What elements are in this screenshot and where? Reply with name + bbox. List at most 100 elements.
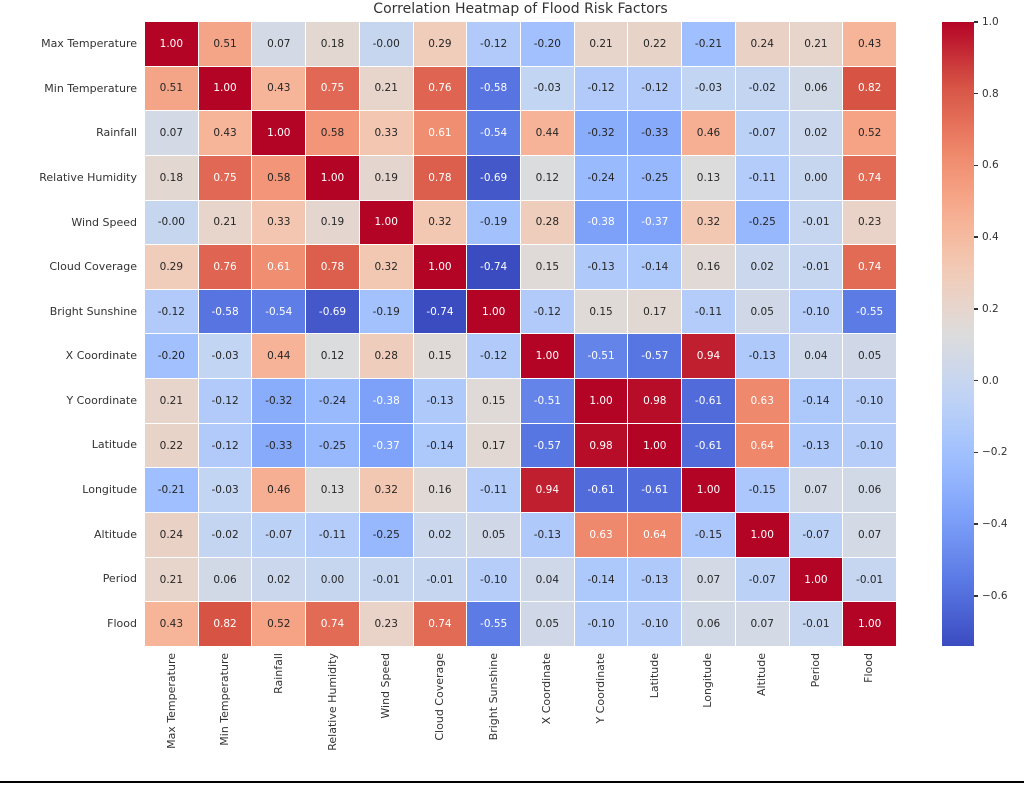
- heatmap-cell: -0.21: [145, 468, 198, 513]
- heatmap-cell: -0.02: [735, 66, 789, 111]
- heatmap-cell: 0.28: [521, 200, 574, 245]
- y-axis-label: Altitude: [94, 527, 137, 541]
- heatmap-cell: 0.15: [574, 289, 628, 334]
- x-axis-label: Wind Speed: [379, 653, 393, 719]
- heatmap-cell: -0.10: [843, 379, 896, 423]
- chart-title: Correlation Heatmap of Flood Risk Factor…: [373, 1, 668, 17]
- heatmap-cell: 0.18: [145, 155, 198, 200]
- x-axis-label: Max Temperature: [164, 653, 178, 749]
- heatmap-cell: 0.64: [735, 423, 789, 468]
- heatmap-cell: -0.33: [252, 423, 306, 468]
- heatmap-cell: -0.13: [521, 513, 574, 557]
- heatmap-cell: -0.32: [252, 379, 306, 423]
- heatmap-cell: 0.06: [843, 468, 896, 513]
- heatmap-cell: -0.37: [359, 423, 413, 468]
- colorbar-tick: [974, 21, 978, 23]
- heatmap-cell: -0.13: [735, 334, 789, 379]
- heatmap-cell: 0.24: [145, 513, 198, 557]
- heatmap-cell: 0.98: [574, 423, 628, 468]
- heatmap-cell: 0.07: [735, 602, 789, 646]
- heatmap-cell: -0.01: [789, 602, 843, 646]
- x-axis-label: Rainfall: [272, 653, 286, 694]
- heatmap-cell: 0.32: [682, 200, 735, 245]
- heatmap-cell: 0.07: [789, 468, 843, 513]
- heatmap-cell: 0.46: [682, 111, 735, 155]
- heatmap-grid: 1.00 0.51 0.07 0.18 -0.00 0.29 -0.12 -0.20 0.21 0…: [145, 22, 896, 646]
- heatmap-cell: -0.33: [628, 111, 682, 155]
- colorbar-tick-label: −0.2: [982, 446, 1008, 459]
- colorbar-tick-label: −0.6: [982, 589, 1008, 602]
- heatmap-cell: 0.02: [413, 513, 467, 557]
- heatmap-cell: -0.01: [843, 557, 896, 602]
- x-axis-label: Bright Sunshine: [486, 653, 500, 741]
- heatmap-cell: -0.11: [467, 468, 520, 513]
- colorbar: [942, 22, 974, 646]
- heatmap-cell: 0.74: [413, 602, 467, 646]
- heatmap-cell: 0.21: [789, 22, 843, 66]
- heatmap-cell: 0.17: [628, 289, 682, 334]
- heatmap-cell: 0.23: [843, 200, 896, 245]
- heatmap-cell: -0.25: [359, 513, 413, 557]
- heatmap-cell: -0.55: [467, 602, 520, 646]
- y-axis-label: Relative Humidity: [39, 171, 137, 184]
- heatmap-cell: 0.00: [306, 557, 359, 602]
- heatmap-cell: -0.54: [252, 289, 306, 334]
- heatmap-cell: -0.13: [628, 557, 682, 602]
- heatmap-cell: 0.29: [145, 245, 198, 289]
- heatmap-cell: 0.07: [252, 22, 306, 66]
- heatmap-cell: 1.00: [198, 66, 252, 111]
- heatmap-cell: -0.10: [574, 602, 628, 646]
- heatmap-cell: 0.17: [467, 423, 520, 468]
- y-axis-label: Latitude: [91, 438, 137, 452]
- heatmap-cell: 0.61: [413, 111, 467, 155]
- heatmap-cell: -0.12: [628, 66, 682, 111]
- y-axis-label: Min Temperature: [44, 81, 137, 95]
- heatmap-cell: -0.61: [682, 379, 735, 423]
- heatmap-cell: 0.05: [467, 513, 520, 557]
- heatmap-cell: 1.00: [574, 379, 628, 423]
- heatmap-cell: -0.07: [735, 111, 789, 155]
- heatmap-cell: -0.01: [789, 245, 843, 289]
- heatmap-cell: 0.43: [198, 111, 252, 155]
- heatmap-cell: -0.00: [359, 22, 413, 66]
- heatmap-cell: -0.54: [467, 111, 520, 155]
- heatmap-cell: -0.32: [574, 111, 628, 155]
- heatmap-cell: -0.51: [521, 379, 574, 423]
- x-axis-label: Flood: [862, 653, 876, 683]
- heatmap-cell: -0.12: [574, 66, 628, 111]
- heatmap-cell: 0.04: [789, 334, 843, 379]
- x-axis-label: X Coordinate: [540, 653, 554, 725]
- y-axis-label: Rainfall: [96, 126, 137, 140]
- heatmap-cell: 0.43: [843, 22, 896, 66]
- heatmap-cell: -0.03: [521, 66, 574, 111]
- heatmap-cell: 0.21: [198, 200, 252, 245]
- heatmap-cell: 0.74: [306, 602, 359, 646]
- heatmap-cell: 0.13: [682, 155, 735, 200]
- heatmap-cell: 0.58: [306, 111, 359, 155]
- heatmap-cell: 0.58: [252, 155, 306, 200]
- heatmap-cell: 0.15: [521, 245, 574, 289]
- heatmap-cell: 1.00: [735, 513, 789, 557]
- heatmap-cell: -0.69: [306, 289, 359, 334]
- heatmap-cell: 0.18: [306, 22, 359, 66]
- heatmap-cell: -0.10: [628, 602, 682, 646]
- heatmap-cell: 0.05: [735, 289, 789, 334]
- heatmap-cell: 0.33: [252, 200, 306, 245]
- heatmap-cell: -0.12: [521, 289, 574, 334]
- heatmap-cell: -0.10: [843, 423, 896, 468]
- heatmap-cell: -0.38: [359, 379, 413, 423]
- heatmap-cell: -0.12: [198, 379, 252, 423]
- heatmap-cell: -0.19: [467, 200, 520, 245]
- heatmap-cell: -0.61: [628, 468, 682, 513]
- colorbar-tick: [974, 164, 978, 167]
- heatmap-cell: -0.00: [145, 200, 198, 245]
- heatmap-cell: 0.07: [682, 557, 735, 602]
- colorbar-tick-label: 0.6: [982, 159, 999, 172]
- heatmap-cell: -0.57: [521, 423, 574, 468]
- heatmap-cell: -0.74: [467, 245, 520, 289]
- heatmap-cell: 0.32: [359, 245, 413, 289]
- heatmap-cell: 0.74: [843, 245, 896, 289]
- heatmap-cell: 1.00: [467, 289, 520, 334]
- colorbar-tick-label: 0.4: [982, 231, 999, 244]
- heatmap-cell: 0.04: [521, 557, 574, 602]
